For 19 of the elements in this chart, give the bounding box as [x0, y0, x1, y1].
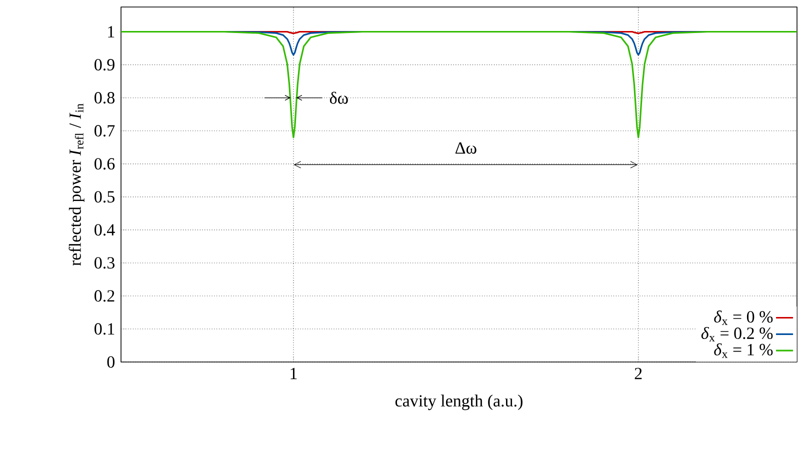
- y-tick-label: 0.6: [94, 158, 115, 170]
- legend-label: δ$_{x}$ = 0 %: [714, 310, 773, 326]
- y-tick-label: 0.9: [94, 58, 114, 71]
- x-tick-label: 2: [634, 368, 642, 380]
- y-tick-label: 0.8: [94, 92, 115, 104]
- y-tick-label: 1: [108, 26, 114, 38]
- annotation: Δω: [455, 142, 476, 154]
- y-tick-label: 0.2: [94, 290, 114, 302]
- y-tick-label: 0: [107, 356, 115, 368]
- y-tick-label: 0.4: [94, 224, 115, 236]
- legend-label: δ$_{x}$ = 0.2 %: [701, 326, 773, 342]
- annotation: δω: [330, 92, 348, 104]
- y-axis-title: reflected power I$_{refl}$ / I$_{in}$: [68, 104, 84, 266]
- y-tick-label: 0.5: [94, 191, 114, 203]
- y-tick-label: 0.1: [94, 323, 114, 335]
- x-axis-title: cavity length (a.u.): [395, 394, 522, 410]
- y-tick-label: 0.3: [94, 257, 114, 269]
- legend-label: δ$_{x}$ = 1 %: [714, 343, 773, 358]
- y-tick-label: 0.7: [94, 125, 115, 137]
